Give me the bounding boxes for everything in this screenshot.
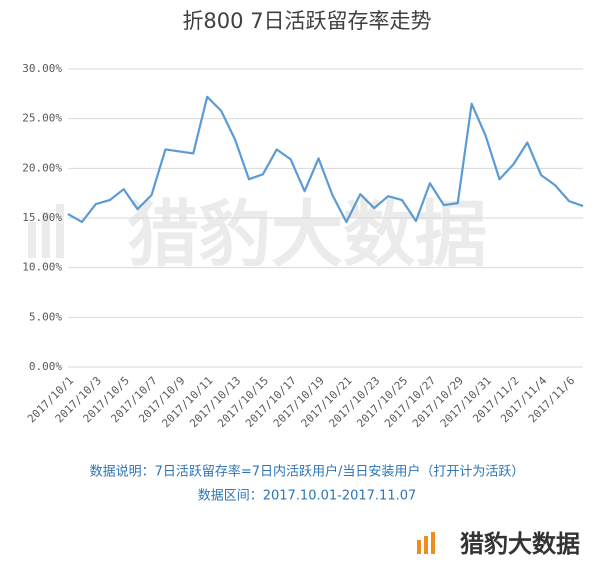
y-tick-label: 20.00% [22,161,62,174]
y-tick-label: 30.00% [22,62,62,75]
y-tick-label: 5.00% [29,310,62,323]
y-tick-label: 25.00% [22,112,62,125]
brand: 猎豹大数据 [460,530,580,558]
chart-title: 折800 7日活跃留存率走势 [182,9,431,33]
y-tick-label: 10.00% [22,261,62,274]
note: 数据区间：2017.10.01-2017.11.07 [198,489,417,504]
line [67,95,584,224]
y-tick-label: 15.00% [22,211,62,224]
watermark: 猎豹大数据 [127,193,487,277]
watermark-icon [28,204,64,258]
y-tick-label: 0.00% [29,360,62,373]
note: 数据说明：7日活跃留存率=7日内活跃用户/当日安装用户（打开计为活跃） [90,464,525,480]
brand-icon [417,532,435,554]
